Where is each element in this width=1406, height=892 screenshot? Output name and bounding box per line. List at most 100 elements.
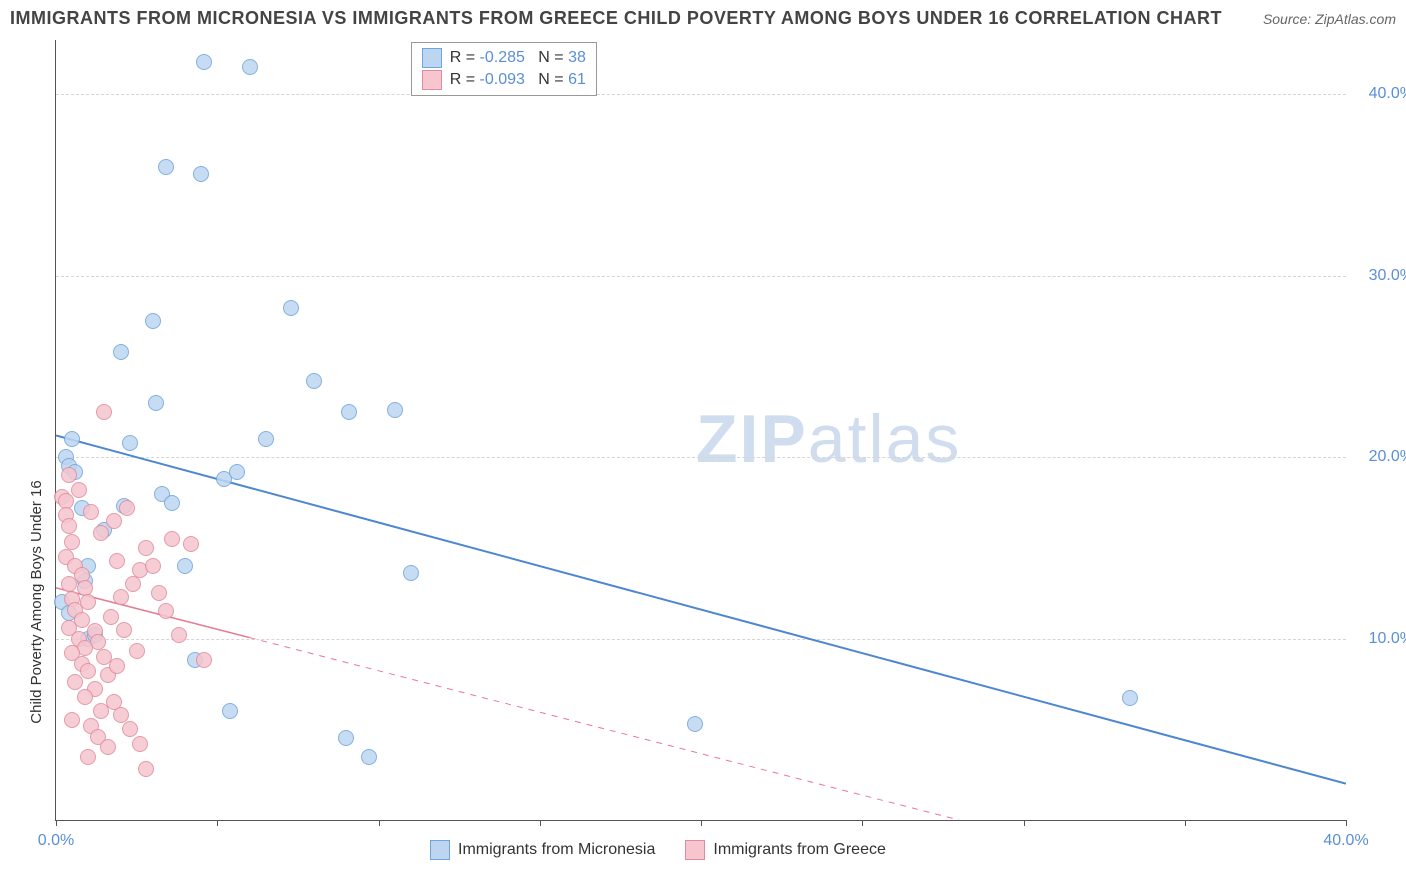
data-point-micronesia (283, 300, 299, 316)
data-point-micronesia (387, 402, 403, 418)
data-point-micronesia (145, 313, 161, 329)
data-point-greece (61, 576, 77, 592)
data-point-greece (109, 658, 125, 674)
legend-series: Immigrants from Micronesia Immigrants fro… (430, 840, 886, 860)
data-point-greece (132, 736, 148, 752)
legend-text-greece: R = -0.093 N = 61 (450, 69, 586, 91)
data-point-greece (158, 603, 174, 619)
data-point-micronesia (122, 435, 138, 451)
data-point-micronesia (148, 395, 164, 411)
data-point-greece (113, 589, 129, 605)
legend-text-micronesia: R = -0.285 N = 38 (450, 47, 586, 69)
data-point-greece (138, 761, 154, 777)
scatter-plot: ZIPatlas 10.0%20.0%30.0%40.0%0.0%40.0%R … (55, 40, 1346, 821)
x-tick (1024, 820, 1025, 826)
legend-bottom-item-greece: Immigrants from Greece (685, 840, 885, 860)
trendline-dashed-greece (250, 638, 960, 820)
data-point-micronesia (687, 716, 703, 732)
data-point-greece (109, 553, 125, 569)
data-point-greece (77, 580, 93, 596)
trend-lines (56, 40, 1346, 820)
data-point-greece (125, 576, 141, 592)
data-point-greece (129, 643, 145, 659)
data-point-greece (106, 513, 122, 529)
y-tick-label: 20.0% (1354, 448, 1406, 466)
y-axis-label: Child Poverty Among Boys Under 16 (28, 358, 45, 601)
data-point-greece (119, 500, 135, 516)
data-point-micronesia (341, 404, 357, 420)
data-point-greece (151, 585, 167, 601)
data-point-greece (93, 703, 109, 719)
data-point-greece (61, 467, 77, 483)
x-tick (1346, 820, 1347, 826)
data-point-micronesia (158, 159, 174, 175)
legend-bottom-label-greece: Immigrants from Greece (713, 841, 885, 859)
gridline (56, 639, 1346, 640)
y-tick-label: 10.0% (1354, 630, 1406, 648)
x-tick (540, 820, 541, 826)
x-tick (56, 820, 57, 826)
gridline (56, 276, 1346, 277)
data-point-micronesia (113, 344, 129, 360)
x-tick (701, 820, 702, 826)
data-point-greece (103, 609, 119, 625)
data-point-greece (113, 707, 129, 723)
data-point-greece (64, 712, 80, 728)
legend-bottom-swatch-micronesia (430, 840, 450, 860)
data-point-greece (71, 482, 87, 498)
data-point-micronesia (196, 54, 212, 70)
legend-row-micronesia: R = -0.285 N = 38 (422, 47, 586, 69)
source-label: Source: ZipAtlas.com (1263, 11, 1396, 27)
data-point-micronesia (338, 730, 354, 746)
legend-row-greece: R = -0.093 N = 61 (422, 69, 586, 91)
chart-title: IMMIGRANTS FROM MICRONESIA VS IMMIGRANTS… (10, 8, 1222, 29)
data-point-micronesia (164, 495, 180, 511)
trendline-micronesia (56, 435, 1346, 783)
data-point-greece (196, 652, 212, 668)
y-tick-label: 40.0% (1354, 85, 1406, 103)
data-point-micronesia (306, 373, 322, 389)
data-point-micronesia (361, 749, 377, 765)
legend-bottom-item-micronesia: Immigrants from Micronesia (430, 840, 655, 860)
legend-bottom-swatch-greece (685, 840, 705, 860)
data-point-micronesia (64, 431, 80, 447)
x-tick-label: 0.0% (38, 832, 74, 850)
data-point-greece (77, 689, 93, 705)
gridline (56, 94, 1346, 95)
data-point-greece (138, 540, 154, 556)
data-point-greece (93, 525, 109, 541)
x-tick (1185, 820, 1186, 826)
y-tick-label: 30.0% (1354, 267, 1406, 285)
data-point-micronesia (403, 565, 419, 581)
data-point-micronesia (1122, 690, 1138, 706)
legend-bottom-label-micronesia: Immigrants from Micronesia (458, 841, 655, 859)
x-tick (217, 820, 218, 826)
x-tick (862, 820, 863, 826)
data-point-greece (122, 721, 138, 737)
data-point-micronesia (242, 59, 258, 75)
data-point-greece (145, 558, 161, 574)
data-point-greece (164, 531, 180, 547)
legend-correlation: R = -0.285 N = 38R = -0.093 N = 61 (411, 42, 597, 96)
data-point-greece (83, 504, 99, 520)
legend-swatch-greece (422, 70, 442, 90)
data-point-micronesia (258, 431, 274, 447)
watermark: ZIPatlas (696, 400, 961, 478)
data-point-greece (100, 739, 116, 755)
gridline (56, 457, 1346, 458)
data-point-micronesia (222, 703, 238, 719)
legend-swatch-micronesia (422, 48, 442, 68)
data-point-micronesia (177, 558, 193, 574)
data-point-greece (67, 674, 83, 690)
data-point-greece (61, 518, 77, 534)
data-point-greece (183, 536, 199, 552)
data-point-greece (80, 749, 96, 765)
data-point-greece (116, 622, 132, 638)
x-tick-label: 40.0% (1323, 832, 1368, 850)
data-point-greece (171, 627, 187, 643)
data-point-micronesia (229, 464, 245, 480)
data-point-micronesia (193, 166, 209, 182)
data-point-greece (80, 663, 96, 679)
x-tick (379, 820, 380, 826)
data-point-greece (96, 404, 112, 420)
